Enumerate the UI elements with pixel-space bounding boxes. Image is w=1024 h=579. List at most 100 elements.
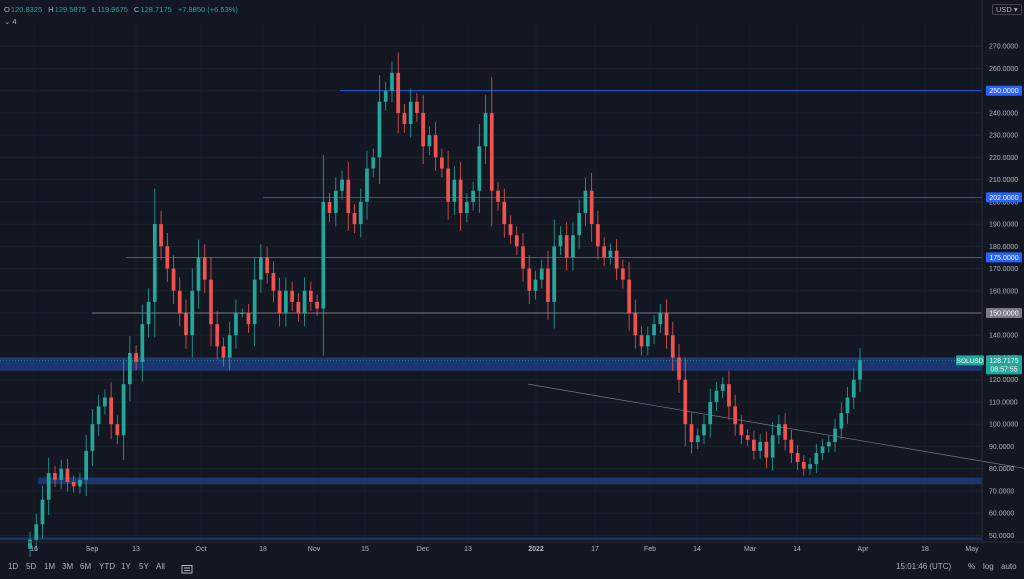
candle-body — [471, 190, 475, 202]
candle-body — [184, 313, 188, 336]
candle-body — [839, 413, 844, 429]
candle-body — [689, 424, 694, 442]
level-badge — [986, 85, 1022, 96]
candle-body — [795, 453, 800, 462]
time-tick-label: 14 — [693, 546, 701, 553]
price-tick-label: 90.0000 — [989, 444, 1014, 451]
candle-body — [546, 268, 550, 302]
candle-body — [695, 435, 700, 442]
timeframe-button-5y[interactable]: 5Y — [139, 562, 149, 571]
candle-body — [265, 257, 270, 273]
indicator-count[interactable]: ⌄ 4 — [4, 17, 17, 26]
candle-body — [140, 324, 145, 362]
timeframe-button-ytd[interactable]: YTD — [99, 562, 115, 571]
low-key: L — [92, 5, 97, 14]
candle-body — [327, 201, 332, 213]
auto-toggle[interactable]: auto — [1001, 562, 1017, 571]
candle-body — [421, 112, 426, 147]
price-tick-label: 190.0000 — [989, 222, 1018, 229]
timeframe-button-all[interactable]: All — [156, 562, 165, 571]
candle-body — [714, 390, 719, 402]
candle-body — [358, 201, 363, 225]
candle-body — [764, 441, 769, 458]
date-range-icon[interactable] — [181, 561, 193, 579]
indicator-count-value: 4 — [12, 17, 17, 26]
price-axis[interactable]: 270.0000 260.0000 250.0000 240.0000 230.0000… — [0, 0, 1024, 543]
candle-body — [777, 424, 781, 436]
candle-body — [221, 346, 226, 358]
price-tick-label: 70.0000 — [989, 488, 1014, 495]
candle-body — [277, 290, 282, 314]
candle-body — [433, 135, 438, 158]
candlestick-series — [28, 52, 862, 557]
candle-body — [159, 224, 163, 247]
time-tick-label: 18 — [259, 546, 267, 553]
candle-body — [639, 335, 644, 347]
candle-body — [234, 313, 238, 336]
candle-body — [90, 424, 95, 451]
timeframe-button-1m[interactable]: 1M — [44, 562, 56, 571]
candle-body — [596, 224, 600, 247]
timeframe-button-6m[interactable]: 6M — [80, 562, 92, 571]
level-badge — [986, 192, 1022, 203]
candle-body — [527, 268, 532, 291]
time-tick-label: 13 — [464, 546, 472, 553]
timeframe-button-1d[interactable]: 1D — [8, 562, 19, 571]
candle-body — [321, 201, 326, 309]
candle-body — [365, 168, 369, 202]
timeframe-button-1y[interactable]: 1Y — [121, 562, 131, 571]
price-zone — [0, 537, 982, 540]
candle-body — [508, 224, 513, 236]
change-value: +7.8850 (+6.53%) — [177, 5, 238, 14]
candle-body — [177, 290, 182, 314]
timeframe-button-3m[interactable]: 3M — [62, 562, 74, 571]
close-value: 128.7175 — [140, 5, 172, 14]
candle-body — [165, 246, 170, 269]
percent-toggle[interactable]: % — [968, 562, 976, 571]
candle-body — [533, 279, 538, 291]
candle-body — [134, 353, 138, 362]
candle-body — [752, 439, 756, 451]
candle-body — [109, 397, 113, 425]
candle-body — [558, 235, 563, 247]
candle-body — [377, 101, 382, 158]
price-tick-label: 260.0000 — [989, 66, 1018, 73]
descending-trendline[interactable] — [527, 383, 1024, 469]
candle-body — [315, 301, 319, 309]
candle-body — [808, 464, 812, 469]
trendline[interactable] — [527, 383, 1024, 469]
candle-body — [446, 168, 450, 202]
time-tick-label: 18 — [921, 546, 929, 553]
currency-button[interactable]: USD ▾ — [992, 4, 1022, 15]
candle-body — [577, 212, 582, 236]
currency-label: USD — [996, 5, 1012, 14]
candle-body — [371, 157, 376, 169]
price-axis-badges: 250.0000 202.0000 175.0000 150.0000 SOLUSD 12… — [956, 85, 1022, 375]
candle-body — [71, 481, 76, 487]
close-key: C — [134, 5, 140, 14]
time-axis[interactable]: 16 Sep 13 Oct 18 Nov 15 Dec 13 2022 17 Feb 14 Mar 14 Ap… — [30, 546, 979, 553]
candle-body — [739, 424, 744, 436]
candle-body — [96, 406, 101, 425]
support-resistance-zones — [0, 357, 982, 540]
time-tick-label: Sep — [86, 546, 99, 553]
candle-body — [502, 201, 507, 225]
time-tick-label: 14 — [793, 546, 801, 553]
time-tick-label: 16 — [30, 546, 38, 553]
utc-clock[interactable]: 15:01:46 (UTC) — [896, 562, 952, 571]
high-key: H — [48, 5, 54, 14]
price-tick-label: 230.0000 — [989, 133, 1018, 140]
candle-body — [571, 235, 575, 258]
candle-body — [46, 473, 51, 500]
candle-body — [40, 499, 45, 525]
candle-body — [215, 324, 220, 347]
candle-body — [770, 435, 775, 458]
time-tick-label: 2022 — [528, 546, 544, 553]
candle-body — [483, 112, 488, 147]
log-toggle[interactable]: log — [983, 562, 994, 571]
candle-body — [464, 201, 469, 213]
timeframe-button-5d[interactable]: 5D — [26, 562, 37, 571]
candle-body — [801, 461, 806, 469]
candle-body — [664, 313, 669, 336]
